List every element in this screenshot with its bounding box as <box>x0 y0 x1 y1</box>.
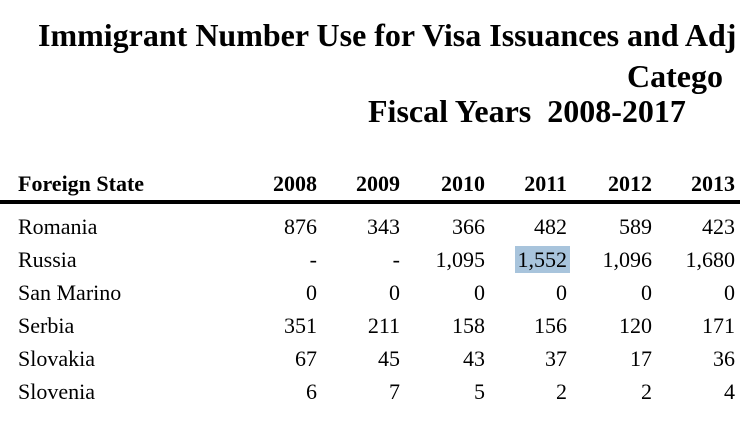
cell-value: 423 <box>702 214 735 239</box>
cell-value: 171 <box>702 313 735 338</box>
table-row: Slovakia 67 45 43 37 17 36 <box>0 342 740 375</box>
column-header-foreign-state: Foreign State <box>0 166 230 204</box>
table-row: Serbia 351 211 158 156 120 171 <box>0 309 740 342</box>
cell-value: 5 <box>474 379 485 404</box>
cell-value: 1,552 <box>485 243 570 276</box>
document-title-line1: Immigrant Number Use for Visa Issuances … <box>38 17 737 53</box>
column-header-year: 2012 <box>567 166 652 204</box>
cell-value: 1,680 <box>685 247 736 272</box>
column-header-year: 2013 <box>652 166 740 204</box>
table-row: Slovenia 6 7 5 2 2 4 <box>0 375 740 408</box>
table-body: Romania 876 343 366 482 589 423 Russia - -1,095 1,… <box>0 202 740 408</box>
document-title-line3: Fiscal Years 2008-2017 <box>368 93 686 129</box>
cell-value: 211 <box>367 313 400 338</box>
highlighted-cell-value: 1,552 <box>514 246 570 273</box>
cell-value: 343 <box>367 214 400 239</box>
cell-foreign-state: Romania <box>18 214 98 239</box>
cell-value: 156 <box>534 313 567 338</box>
cell-value: 45 <box>378 346 400 371</box>
cell-value: 4 <box>724 379 735 404</box>
table-header-row: Foreign State 2008 2009 2010 2011 2012 2013 <box>0 166 740 204</box>
cell-value: 0 <box>641 280 652 305</box>
column-header-year: 2008 <box>230 166 317 204</box>
cell-value: 2 <box>556 379 567 404</box>
cell-value: 366 <box>452 214 485 239</box>
cell-value: 67 <box>295 346 317 371</box>
cell-value: 0 <box>556 280 567 305</box>
cell-value: 2 <box>641 379 652 404</box>
cell-value: 36 <box>713 346 735 371</box>
cell-value: 37 <box>545 346 567 371</box>
cell-value: 0 <box>306 280 317 305</box>
cell-foreign-state: Russia <box>18 247 77 272</box>
cell-value: 589 <box>619 214 652 239</box>
cell-value: 17 <box>630 346 652 371</box>
table-row: Romania 876 343 366 482 589 423 <box>0 202 740 243</box>
cell-value: - <box>392 247 400 272</box>
column-header-year: 2009 <box>317 166 400 204</box>
cell-value: 351 <box>284 313 317 338</box>
document-title-line2: Catego <box>627 58 723 94</box>
cell-value: 876 <box>284 214 317 239</box>
cell-value: 120 <box>619 313 652 338</box>
cell-value: 158 <box>452 313 485 338</box>
cell-value: 0 <box>474 280 485 305</box>
cell-foreign-state: Slovakia <box>18 346 95 371</box>
cell-value: 482 <box>534 214 567 239</box>
table-row: San Marino 0 0 0 0 0 0 <box>0 276 740 309</box>
visa-issuances-table: Foreign State 2008 2009 2010 2011 2012 2013 R… <box>0 166 740 408</box>
table-row: Russia - - 1,095 1,552 1,096 1,680 <box>0 243 740 276</box>
cell-foreign-state: San Marino <box>18 280 122 305</box>
cell-value: 1,096 <box>602 247 653 272</box>
cell-foreign-state: Serbia <box>18 313 75 338</box>
cell-value: 7 <box>389 379 400 404</box>
cell-value: 1,095 <box>435 247 486 272</box>
column-header-year: 2010 <box>400 166 485 204</box>
column-header-year: 2011 <box>485 166 567 204</box>
cell-value: 43 <box>463 346 485 371</box>
cell-value: 6 <box>306 379 317 404</box>
cell-foreign-state: Slovenia <box>18 379 95 404</box>
cell-value: 0 <box>724 280 735 305</box>
cell-value: 0 <box>389 280 400 305</box>
cell-value: - <box>309 247 317 272</box>
